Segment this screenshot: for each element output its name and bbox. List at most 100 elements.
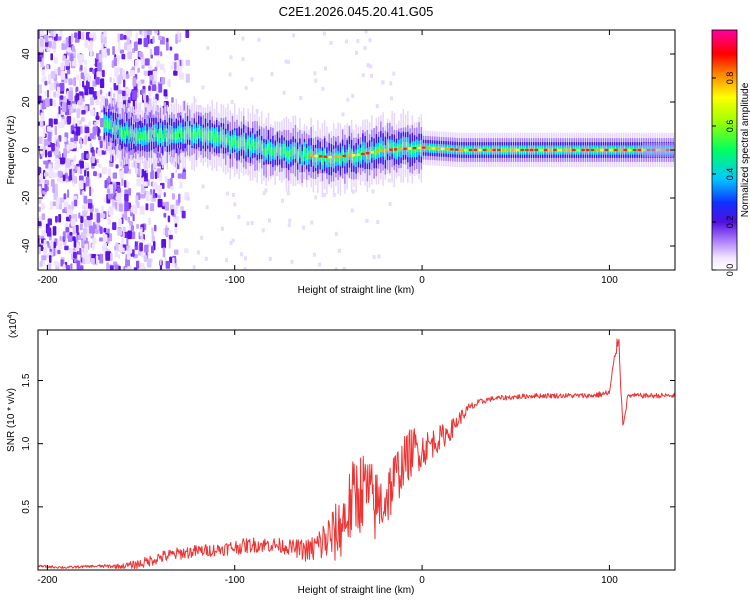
spectrogram-noise-cell	[146, 191, 151, 196]
spectrogram-noise-cell	[144, 244, 149, 253]
spectrogram-noise-cell	[47, 218, 53, 226]
snr-y-ticks: 0.5 1.0 1.5	[21, 373, 675, 514]
spectrogram-noise-cell	[107, 168, 112, 179]
spectrogram-noise-cell	[140, 30, 146, 35]
spectrogram-peak-cell	[422, 146, 426, 149]
spectrogram-noise-cell	[67, 47, 72, 53]
spectrogram-noise-cell	[125, 258, 130, 268]
spectrogram-noise-cell	[92, 238, 97, 244]
spectrogram-noise-cell	[50, 53, 53, 61]
spectrogram-noise-cell	[46, 227, 52, 237]
spectrogram-noise-cell	[89, 67, 94, 72]
spectrogram-ridge-cell	[213, 134, 216, 143]
spectrogram-noise-cell	[149, 48, 152, 55]
spectrogram-peak-cell	[487, 148, 492, 152]
spectrogram-noise-cell	[117, 187, 121, 193]
spectrogram-noise-cell	[101, 167, 107, 175]
spectrogram-noise-cell	[40, 112, 45, 121]
spectrogram-peak-cell	[375, 150, 379, 153]
spectrogram-noise-cell	[115, 242, 119, 252]
spectrogram-ridge-cell	[382, 145, 384, 153]
spectrogram-noise-cell	[351, 93, 355, 98]
spectrogram-noise-cell	[159, 172, 163, 181]
spectrogram-peak-cell	[323, 155, 328, 158]
spectrogram-noise-cell	[157, 185, 163, 195]
spectrogram-noise-cell	[52, 226, 57, 236]
spectrogram-noise-cell	[169, 46, 173, 51]
spectrogram-ridge-cell	[162, 134, 164, 143]
spectrogram-noise-cell	[342, 266, 346, 270]
spectrogram-peak-cell	[637, 148, 642, 152]
spectrogram-noise-cell	[167, 178, 171, 189]
spectrogram-peak-cell	[543, 148, 548, 152]
spectrogram-noise-cell	[155, 93, 159, 101]
spectrogram-noise-cell	[77, 166, 81, 174]
spectrogram-noise-cell	[241, 36, 245, 41]
spectrogram-noise-cell	[133, 41, 138, 52]
spectrogram-noise-cell	[117, 33, 120, 43]
spectrogram-noise-cell	[90, 146, 94, 153]
spectrogram-ridge-cell	[425, 145, 427, 151]
spectrogram-ridge-cell	[463, 147, 465, 153]
spectrogram-peak-cell	[319, 155, 323, 158]
spectrogram-noise-cell	[137, 80, 142, 87]
spectrogram-noise-cell	[192, 265, 196, 270]
spectrogram-noise-cell	[49, 98, 53, 106]
spectrogram-noise-cell	[103, 197, 107, 203]
y-tick-label: -40	[21, 238, 32, 253]
spectrogram-noise-cell	[262, 191, 266, 196]
spectrogram-noise-cell	[392, 71, 396, 76]
spectrogram-noise-cell	[167, 215, 171, 223]
spectrogram-ridge-cell	[305, 153, 308, 161]
spectrogram-peak-cell	[408, 147, 412, 150]
spectrogram-noise-cell	[377, 254, 381, 259]
spectrogram-noise-cell	[68, 247, 73, 254]
spectrogram-ridge-cell	[631, 147, 634, 153]
spectrogram-noise-cell	[89, 142, 92, 149]
spectrogram-noise-cell	[114, 68, 119, 77]
spectrogram-ridge-cell	[206, 131, 209, 141]
spectrogram-noise-cell	[95, 99, 100, 105]
spectrogram-noise-cell	[41, 61, 44, 68]
spectrogram-ridge-cell	[330, 155, 333, 164]
spectrogram-noise-cell	[59, 95, 64, 100]
spectrogram-noise-cell	[280, 198, 284, 203]
spectrogram-ridge-cell	[326, 155, 328, 166]
spectrogram-noise-cell	[158, 35, 162, 41]
spectrogram-noise-cell	[268, 256, 272, 261]
spectrogram-ridge-cell	[265, 147, 267, 157]
spectrogram-noise-cell	[130, 206, 135, 213]
spectrogram-noise-cell	[241, 57, 245, 62]
spectrogram-noise-cell	[165, 260, 170, 269]
spectrogram-noise-cell	[152, 189, 156, 199]
spectrogram-noise-cell	[72, 143, 77, 149]
spectrogram-ridge-cell	[389, 143, 391, 153]
spectrogram-ridge-cell	[357, 149, 360, 157]
spectrogram-noise-cell	[301, 162, 305, 167]
spectrogram-noise-cell	[139, 228, 143, 237]
spectrogram-noise-cell	[108, 206, 114, 216]
colorbar: 0.0 0.2 0.4 0.6 0.8 Normalized spectral ampl…	[711, 29, 750, 276]
spectrogram-ridge-cell	[233, 135, 236, 146]
spectrogram-noise-cell	[72, 170, 75, 178]
spectrogram-noise-cell	[366, 63, 370, 68]
spectrogram-noise-cell	[41, 255, 47, 261]
spectrogram-noise-cell	[71, 201, 75, 210]
spectrogram-noise-cell	[88, 87, 94, 95]
spectrogram-noise-cell	[123, 35, 127, 40]
spectrogram-noise-cell	[267, 218, 271, 223]
spectrogram-noise-cell	[119, 49, 125, 54]
spectrogram-noise-cell	[175, 60, 180, 71]
spectrogram-peak-cell	[426, 146, 431, 150]
spectrogram-noise-cell	[127, 30, 133, 38]
spectrogram-noise-cell	[193, 98, 197, 103]
y-tick-label: 1.0	[21, 436, 32, 450]
spectrogram-noise-cell	[141, 89, 146, 95]
spectrogram-noise-cell	[164, 176, 168, 183]
spectrogram-ridge-cell	[186, 126, 189, 135]
spectrogram-noise-cell	[58, 213, 62, 223]
spectrogram-noise-cell	[140, 79, 145, 84]
spectrogram-peak-cell	[600, 148, 604, 152]
spectrogram-peak-cell	[604, 148, 609, 152]
